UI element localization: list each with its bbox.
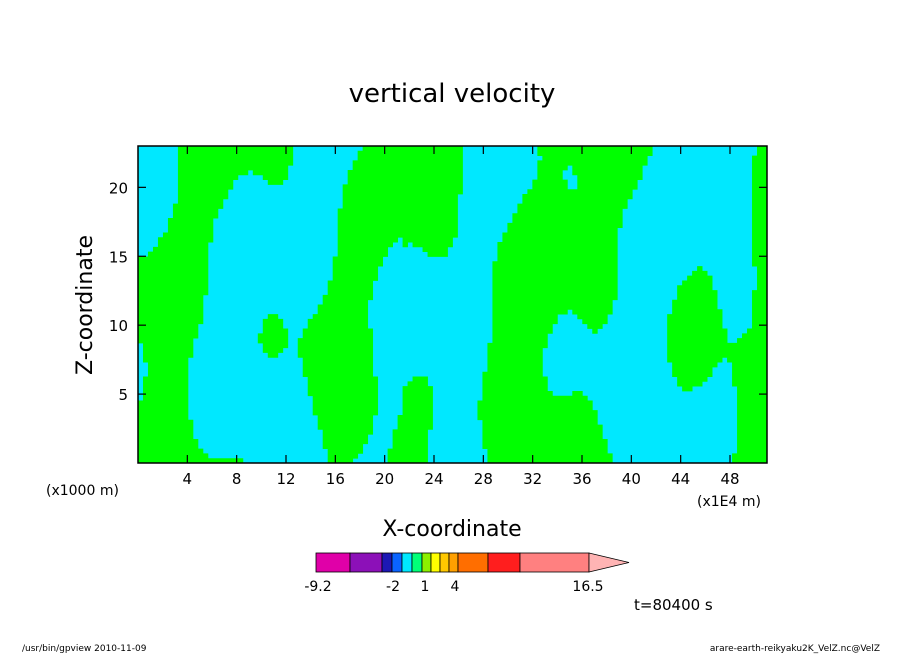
colorbar-segment xyxy=(457,552,489,573)
colorbar-label: -2 xyxy=(386,579,400,595)
colorbar-segment xyxy=(487,552,521,573)
colorbar-segment xyxy=(421,552,432,573)
y-tick-label: 15 xyxy=(109,248,128,266)
x-tick-label: 12 xyxy=(276,470,295,488)
colorbar-labels: -9.2 -2 1 4 16.5 xyxy=(304,579,603,595)
contour-field-positive xyxy=(138,146,768,464)
colorbar-label: 16.5 xyxy=(572,579,603,595)
positive-region xyxy=(138,146,768,464)
colorbar-label: 1 xyxy=(421,579,430,595)
x-tick-label: 44 xyxy=(671,470,690,488)
y-axis: 5 10 15 20 xyxy=(109,179,767,404)
time-label: t=80400 s xyxy=(634,596,713,614)
x-unit-label-2: (x1E4 m) xyxy=(697,494,761,510)
x-tick-label: 28 xyxy=(474,470,493,488)
colorbar-segment xyxy=(411,552,423,573)
colorbar-segment xyxy=(448,552,459,573)
x-tick-label: 48 xyxy=(720,470,739,488)
colorbar-segment xyxy=(430,552,441,573)
x-tick-label: 8 xyxy=(232,470,242,488)
x-tick-label: 40 xyxy=(622,470,641,488)
plot-frame xyxy=(137,145,768,464)
colorbar-segment xyxy=(401,552,413,573)
y-tick-label: 10 xyxy=(109,317,128,335)
colorbar-segment xyxy=(315,552,351,573)
x-axis: 4 8 12 16 20 24 28 32 36 40 44 48 xyxy=(183,146,740,488)
colorbar-segment xyxy=(439,552,450,573)
colorbar-segment xyxy=(391,552,403,573)
x-tick-label: 24 xyxy=(424,470,443,488)
colorbar-segment xyxy=(381,552,393,573)
colorbar-segment xyxy=(349,552,383,573)
x-tick-label: 4 xyxy=(183,470,193,488)
chart-title: vertical velocity xyxy=(349,79,556,109)
colorbar xyxy=(315,552,630,573)
footer-left: /usr/bin/gpview 2010-11-09 xyxy=(22,644,147,654)
x-tick-label: 32 xyxy=(523,470,542,488)
y-tick-label: 20 xyxy=(109,179,128,197)
y-tick-label: 5 xyxy=(118,386,128,404)
x-axis-label: X-coordinate xyxy=(382,517,521,542)
colorbar-arrow xyxy=(588,552,630,573)
x-tick-label: 36 xyxy=(572,470,591,488)
y-axis-label: Z-coordinate xyxy=(73,235,98,375)
colorbar-segment xyxy=(519,552,590,573)
colorbar-label: 4 xyxy=(451,579,460,595)
footer-right: arare-earth-reikyaku2K_VelZ.nc@VelZ xyxy=(710,644,880,654)
colorbar-label: -9.2 xyxy=(304,579,331,595)
x-tick-label: 20 xyxy=(375,470,394,488)
x-unit-label: (x1000 m) xyxy=(46,483,119,499)
x-tick-label: 16 xyxy=(326,470,345,488)
